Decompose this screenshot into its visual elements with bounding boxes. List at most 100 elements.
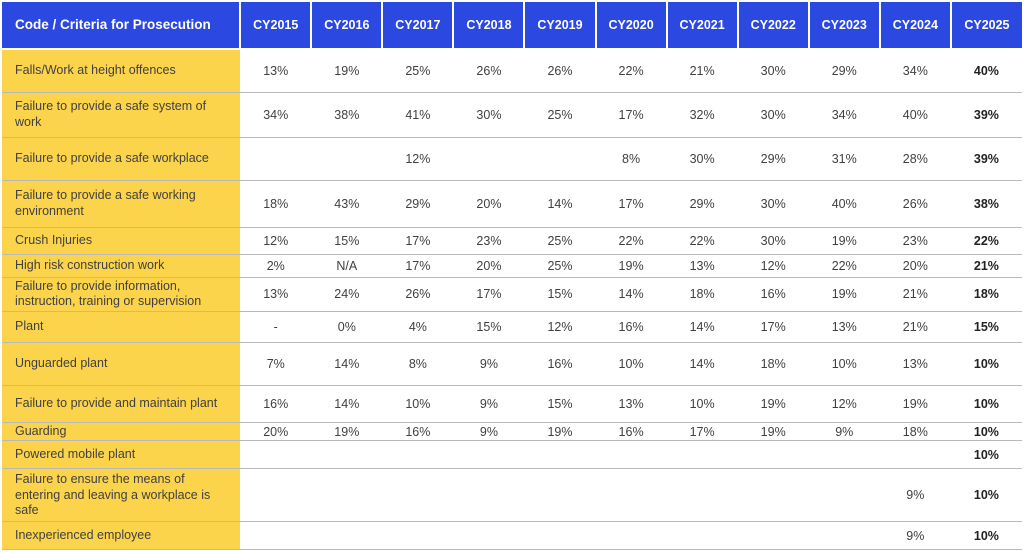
value-cell (524, 440, 596, 470)
value-cell: 13% (240, 277, 312, 312)
value-cell: 9% (453, 385, 525, 423)
value-cell: 25% (524, 254, 596, 278)
value-cell: 16% (240, 385, 312, 423)
value-cell: 20% (453, 180, 525, 228)
value-cell: 30% (737, 49, 809, 93)
value-cell: 41% (382, 92, 454, 138)
value-cell: 16% (595, 311, 667, 343)
value-cell (453, 137, 525, 181)
value-cell: 34% (879, 49, 951, 93)
value-cell (311, 440, 383, 470)
value-cell: 21% (879, 277, 951, 312)
value-cell: 22% (808, 254, 880, 278)
value-cell (666, 468, 738, 523)
value-cell: 14% (666, 342, 738, 386)
value-cell (240, 521, 312, 551)
value-cell (879, 440, 951, 470)
value-cell (311, 468, 383, 523)
value-cell: 16% (737, 277, 809, 312)
value-cell: 2% (240, 254, 312, 278)
value-cell: 10% (666, 385, 738, 423)
value-cell: 30% (666, 137, 738, 181)
value-cell: 19% (808, 277, 880, 312)
header-year-cy2022: CY2022 (736, 2, 809, 50)
value-cell: 10% (950, 468, 1022, 523)
value-cell: 17% (382, 227, 454, 255)
value-cell: 14% (311, 342, 383, 386)
value-cell: 21% (879, 311, 951, 343)
value-cell (737, 440, 809, 470)
value-cell: 13% (240, 49, 312, 93)
value-cell: 12% (808, 385, 880, 423)
value-cell: 40% (808, 180, 880, 228)
row-label: Failure to provide a safe workplace (2, 137, 241, 181)
value-cell: 8% (595, 137, 667, 181)
table-row: Guarding 20% 19% 16% 9% 19% 16% 17% 19% 9% 18% 10% (2, 422, 1022, 442)
value-cell (382, 468, 454, 523)
value-cell: 15% (453, 311, 525, 343)
value-cell (382, 440, 454, 470)
value-cell: 34% (240, 92, 312, 138)
value-cell (595, 468, 667, 523)
value-cell: 38% (950, 180, 1022, 228)
value-cell: 15% (524, 277, 596, 312)
value-cell: 12% (737, 254, 809, 278)
value-cell: 13% (808, 311, 880, 343)
header-year-cy2018: CY2018 (452, 2, 525, 50)
value-cell: 10% (382, 385, 454, 423)
value-cell: 32% (666, 92, 738, 138)
value-cell (666, 521, 738, 551)
value-cell: 9% (808, 422, 880, 442)
value-cell: 15% (311, 227, 383, 255)
value-cell: 30% (453, 92, 525, 138)
value-cell: 40% (879, 92, 951, 138)
header-year-cy2023: CY2023 (807, 2, 880, 50)
table-row: Inexperienced employee 9% 10% (2, 521, 1022, 551)
value-cell (595, 521, 667, 551)
row-label: Falls/Work at height offences (2, 49, 241, 93)
value-cell: 18% (879, 422, 951, 442)
value-cell (808, 440, 880, 470)
header-label-cell: Code / Criteria for Prosecution (2, 2, 241, 50)
value-cell: 31% (808, 137, 880, 181)
value-cell (382, 521, 454, 551)
table-header: Code / Criteria for Prosecution CY2015 CY… (2, 2, 1022, 50)
value-cell (524, 521, 596, 551)
value-cell: 28% (879, 137, 951, 181)
value-cell: 18% (737, 342, 809, 386)
row-label: Plant (2, 311, 241, 343)
value-cell: 17% (737, 311, 809, 343)
value-cell: 34% (808, 92, 880, 138)
value-cell: 14% (311, 385, 383, 423)
value-cell: 19% (311, 422, 383, 442)
value-cell: 20% (879, 254, 951, 278)
value-cell: 25% (524, 92, 596, 138)
table-row: Falls/Work at height offences 13% 19% 25% 26… (2, 49, 1022, 93)
table-row: High risk construction work 2% N/A 17% 20% 25… (2, 254, 1022, 278)
value-cell (453, 440, 525, 470)
value-cell: 29% (737, 137, 809, 181)
header-year-cy2025: CY2025 (949, 2, 1022, 50)
value-cell: 9% (453, 342, 525, 386)
table-row: Failure to provide and maintain plant 16%… (2, 385, 1022, 423)
value-cell: 26% (524, 49, 596, 93)
row-label: Crush Injuries (2, 227, 241, 255)
value-cell: 9% (879, 468, 951, 523)
table-row: Crush Injuries 12% 15% 17% 23% 25% 22% 22% 30% 19… (2, 227, 1022, 255)
value-cell: 15% (524, 385, 596, 423)
value-cell: 7% (240, 342, 312, 386)
value-cell: 29% (382, 180, 454, 228)
value-cell: 25% (524, 227, 596, 255)
value-cell: 19% (879, 385, 951, 423)
value-cell: 17% (382, 254, 454, 278)
row-label: Inexperienced employee (2, 521, 241, 551)
value-cell: 19% (737, 385, 809, 423)
value-cell: 17% (595, 92, 667, 138)
value-cell (240, 440, 312, 470)
header-year-cy2015: CY2015 (239, 2, 312, 50)
value-cell: 17% (666, 422, 738, 442)
value-cell: 18% (666, 277, 738, 312)
value-cell: 26% (879, 180, 951, 228)
value-cell: 20% (453, 254, 525, 278)
